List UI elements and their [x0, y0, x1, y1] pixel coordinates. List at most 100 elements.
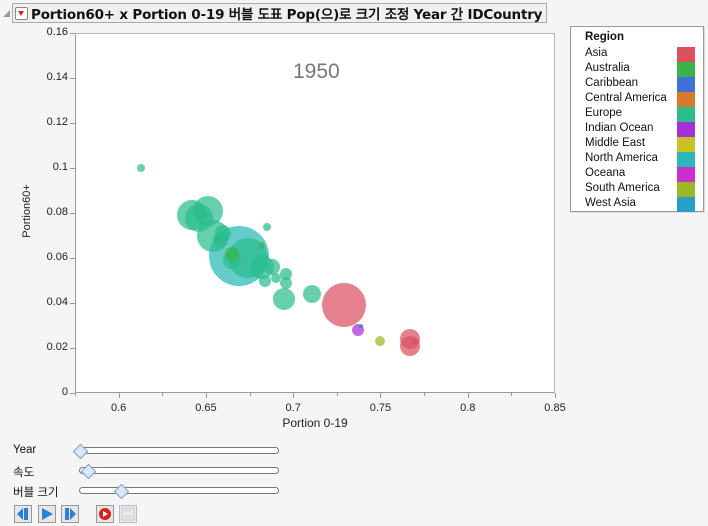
bubble-size-slider-label: 버블 크기 [13, 487, 59, 499]
legend-swatch [677, 197, 695, 212]
report-header: Portion60+ x Portion 0-19 버블 도표 Pop(으)로 … [0, 3, 570, 23]
y-tick-mark [70, 33, 75, 34]
x-minor-tick [511, 393, 513, 396]
x-minor-tick [336, 393, 338, 396]
legend-swatch [677, 47, 695, 62]
legend-item-australia[interactable]: Australia [585, 62, 703, 77]
speed-slider-label: 속도 [13, 467, 35, 479]
legend-swatch [677, 152, 695, 167]
y-tick-label: 0.12 [46, 116, 68, 128]
legend-swatch [677, 92, 695, 107]
step-forward-icon [65, 508, 76, 520]
bubble-europe[interactable] [264, 259, 281, 275]
y-tick-label: 0.16 [46, 26, 68, 38]
bubble-australia[interactable] [225, 246, 240, 261]
x-tick-label: 0.7 [285, 402, 301, 414]
play-button[interactable] [38, 505, 56, 523]
legend-swatch [677, 137, 695, 152]
bubble-asia[interactable] [412, 338, 419, 345]
x-minor-tick [424, 393, 426, 396]
legend-item-oceana[interactable]: Oceana [585, 167, 703, 182]
x-minor-tick [293, 393, 295, 396]
legend-label: Central America [585, 92, 667, 104]
legend-title: Region [585, 31, 624, 43]
legend-swatch [677, 122, 695, 137]
bubble-europe[interactable] [270, 273, 281, 284]
x-axis-label: Portion 0-19 [282, 416, 348, 430]
legend-label: South America [585, 182, 660, 194]
legend-label: Caribbean [585, 77, 639, 89]
y-tick-mark [70, 78, 75, 79]
legend-label: North America [585, 152, 658, 164]
legend-item-europe[interactable]: Europe [585, 107, 703, 122]
year-annotation: 1950 [293, 60, 340, 83]
speed-slider-track[interactable] [79, 467, 279, 474]
bubble-europe[interactable] [259, 274, 272, 287]
save-disk-icon [121, 507, 135, 521]
chart-title: Portion60+ x Portion 0-19 버블 도표 Pop(으)로 … [31, 7, 543, 23]
year-slider-label: Year [13, 444, 37, 456]
legend-label: Middle East [585, 137, 646, 149]
legend-item-caribbean[interactable]: Caribbean [585, 77, 703, 92]
x-minor-tick [205, 393, 207, 396]
bubble-size-slider-track[interactable] [79, 487, 279, 494]
y-tick-label: 0.04 [46, 296, 68, 308]
legend-label: Oceana [585, 167, 626, 179]
x-minor-tick [249, 393, 251, 396]
bubble-europe[interactable] [184, 203, 213, 232]
y-tick-label: 0.14 [46, 71, 68, 83]
y-tick-mark [70, 258, 75, 259]
legend-label: Asia [585, 47, 608, 59]
legend-swatch [677, 107, 695, 122]
y-tick-label: 0.02 [46, 341, 68, 353]
collapse-triangle-icon[interactable] [3, 9, 10, 17]
legend-swatch [677, 62, 695, 77]
red-triangle-menu-icon[interactable] [15, 6, 28, 20]
legend-item-south-america[interactable]: South America [585, 182, 703, 197]
step-back-icon [17, 508, 28, 520]
bubble-asia[interactable] [321, 283, 366, 328]
bubble-europe[interactable] [137, 164, 146, 172]
x-minor-tick [380, 393, 382, 396]
bubble-europe[interactable] [303, 285, 322, 303]
x-tick-label: 0.8 [460, 402, 476, 414]
legend-swatch [677, 182, 695, 197]
legend-label: Europe [585, 107, 623, 119]
x-minor-tick [118, 393, 120, 396]
bubble-europe[interactable] [263, 222, 271, 231]
legend-swatch [677, 77, 695, 92]
record-icon [99, 508, 111, 520]
bubble-europe[interactable] [212, 233, 227, 247]
bubble-europe[interactable] [273, 287, 296, 310]
year-slider-track[interactable] [79, 447, 279, 454]
legend-item-middle-east[interactable]: Middle East [585, 137, 703, 152]
legend-label: Australia [585, 62, 630, 74]
y-tick-mark [70, 168, 75, 169]
bubble-europe[interactable] [280, 276, 293, 289]
play-icon [42, 508, 53, 520]
legend-item-north-america[interactable]: North America [585, 152, 703, 167]
x-tick-label: 0.6 [110, 402, 127, 414]
y-axis-label: Portion60+ [21, 184, 33, 238]
x-minor-tick [75, 393, 76, 396]
y-tick-mark [70, 348, 75, 349]
plot-area[interactable] [75, 33, 555, 393]
x-tick-label: 0.75 [369, 402, 392, 414]
save-button[interactable] [119, 505, 137, 523]
legend-item-west-asia[interactable]: West Asia [585, 197, 703, 212]
legend-item-central-america[interactable]: Central America [585, 92, 703, 107]
bubble-south-america[interactable] [375, 336, 386, 347]
y-tick-mark [70, 123, 75, 124]
x-tick-mark [555, 393, 556, 398]
legend-item-asia[interactable]: Asia [585, 47, 703, 62]
step-back-button[interactable] [14, 505, 32, 523]
step-forward-button[interactable] [61, 505, 79, 523]
x-tick-label: 0.65 [195, 402, 217, 414]
record-button[interactable] [96, 505, 114, 523]
legend-swatch [677, 167, 695, 182]
bubble-caribbean[interactable] [359, 323, 364, 328]
x-minor-tick [162, 393, 164, 396]
bubble-australia[interactable] [258, 241, 265, 248]
legend-item-indian-ocean[interactable]: Indian Ocean [585, 122, 703, 137]
y-tick-mark [70, 393, 75, 394]
